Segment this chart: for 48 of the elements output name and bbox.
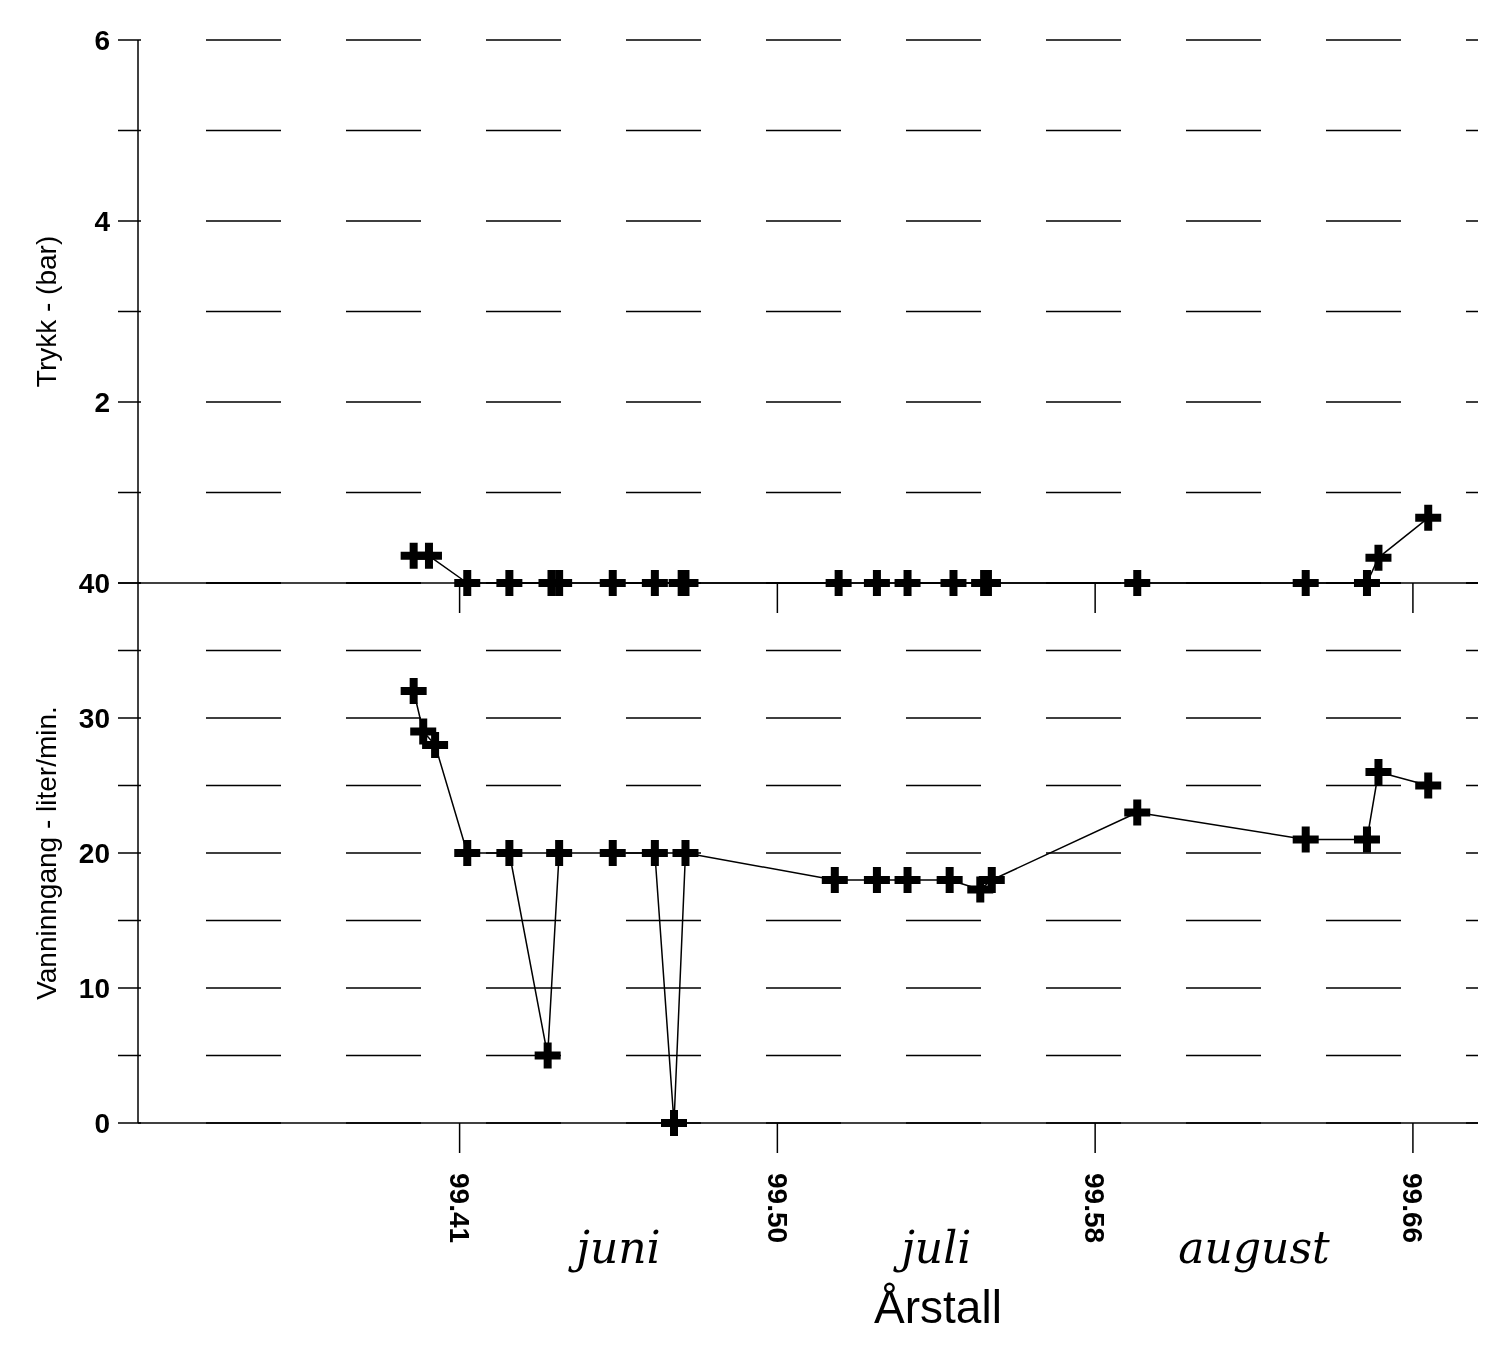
point xyxy=(546,840,573,866)
point xyxy=(1415,772,1442,799)
point xyxy=(400,678,427,704)
point xyxy=(1365,544,1392,571)
text: juli xyxy=(892,1222,972,1273)
point xyxy=(1124,799,1151,826)
y-tick-label: 2 xyxy=(94,386,110,418)
x-axis-title: Årstall xyxy=(874,1281,1002,1333)
y-tick-label: 6 xyxy=(94,24,110,56)
y-tick-label: 10 xyxy=(78,972,110,1004)
y-tick-label: 20 xyxy=(78,837,110,869)
point xyxy=(821,867,848,893)
point xyxy=(863,570,890,596)
point xyxy=(1292,826,1319,853)
point xyxy=(978,867,1005,893)
point xyxy=(661,1110,687,1136)
point xyxy=(599,570,626,596)
y-tick-label: 4 xyxy=(94,205,111,237)
point xyxy=(936,867,963,893)
x-tick-label: 99.58 xyxy=(1079,1173,1111,1244)
y-axis-title: Vanninngang - liter/min. xyxy=(31,706,62,1000)
point xyxy=(894,867,921,893)
y-tick-label: 40 xyxy=(78,567,110,599)
point xyxy=(894,570,921,596)
y-tick-label: 30 xyxy=(78,702,110,734)
point xyxy=(825,570,852,596)
point xyxy=(454,570,481,596)
point xyxy=(599,840,626,866)
point xyxy=(1415,504,1442,531)
text: juni xyxy=(567,1222,661,1273)
point xyxy=(1292,570,1319,596)
point xyxy=(641,840,668,866)
point xyxy=(1353,826,1380,853)
point xyxy=(415,542,442,569)
point xyxy=(1124,570,1151,596)
point xyxy=(422,732,449,758)
x-tick-label: 99.41 xyxy=(443,1173,475,1244)
point xyxy=(863,867,890,893)
x-tick-label: 99.50 xyxy=(761,1173,793,1244)
point xyxy=(534,1042,561,1069)
point xyxy=(496,840,523,866)
text: august xyxy=(1178,1222,1331,1273)
point xyxy=(1365,759,1392,785)
point xyxy=(454,840,481,866)
y-axis-title: Trykk - (bar) xyxy=(31,235,62,388)
point xyxy=(672,840,699,866)
x-tick-label: 99.66 xyxy=(1397,1173,1429,1244)
y-tick-label: 0 xyxy=(94,1107,110,1139)
